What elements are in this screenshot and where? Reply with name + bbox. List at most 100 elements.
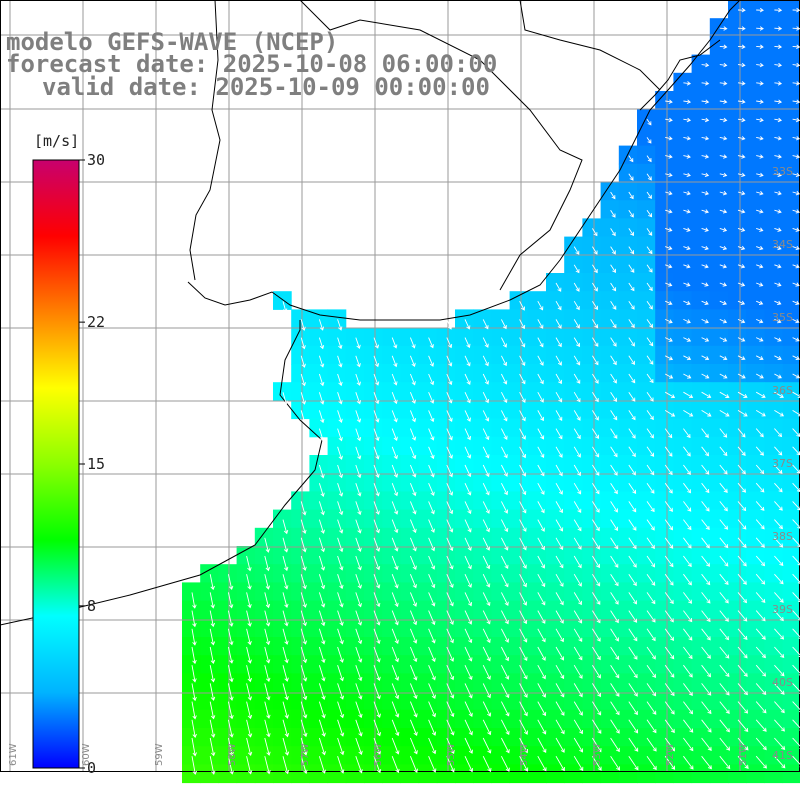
wind-arrow [719, 209, 728, 214]
speed-cell [746, 618, 765, 638]
wind-arrow [701, 81, 710, 86]
lon-label: 53W [592, 743, 603, 766]
lon-label: 56W [373, 743, 384, 766]
wind-arrow [227, 610, 234, 627]
speed-cell [436, 582, 456, 602]
speed-cell [709, 109, 729, 128]
speed-cell [473, 418, 492, 438]
wind-arrow [500, 646, 510, 662]
speed-cell [345, 673, 365, 693]
speed-cell [491, 746, 511, 765]
wind-arrow [300, 592, 307, 608]
wind-arrow [737, 683, 748, 696]
wind-arrow [756, 209, 764, 214]
speed-cell [655, 655, 674, 674]
wind-arrow [318, 319, 325, 331]
wind-arrow [592, 282, 598, 292]
speed-cell [273, 582, 292, 602]
speed-cell [764, 473, 784, 492]
wind-arrow [756, 7, 764, 13]
speed-cell [691, 564, 711, 583]
speed-cell [218, 582, 238, 602]
speed-cell [728, 236, 747, 256]
coastline-path [639, 39, 721, 111]
wind-arrow [537, 482, 545, 495]
speed-cell [400, 345, 420, 365]
speed-cell [564, 709, 583, 729]
speed-cell [782, 36, 800, 56]
wind-arrow [500, 683, 510, 699]
wind-arrow [555, 573, 564, 587]
wind-arrow [537, 319, 544, 329]
speed-cell [509, 509, 529, 529]
speed-cell [764, 345, 784, 365]
wind-arrow [191, 737, 197, 757]
wind-arrow [446, 355, 453, 367]
wind-arrow [665, 154, 673, 159]
speed-cell [327, 564, 347, 583]
wind-arrow [665, 227, 673, 232]
lon-label: 52W [665, 743, 676, 766]
wind-arrow [646, 701, 657, 715]
speed-cell [746, 182, 765, 201]
speed-cell [764, 564, 784, 583]
wind-arrow [391, 610, 399, 626]
wind-arrow [337, 719, 345, 737]
speed-cell [764, 637, 784, 656]
wind-arrow [500, 755, 510, 772]
wind-arrow [628, 737, 639, 752]
speed-cell [728, 54, 747, 74]
speed-cell [509, 709, 529, 729]
wind-arrow [446, 574, 454, 589]
speed-cell [400, 436, 420, 456]
wind-arrow [774, 719, 785, 732]
speed-cell [527, 364, 547, 383]
wind-arrow [701, 300, 709, 305]
speed-cell [618, 145, 638, 165]
speed-cell [691, 273, 711, 292]
speed-cell [418, 491, 438, 511]
wind-arrow [573, 319, 580, 329]
speed-cell [273, 564, 292, 583]
speed-cell [327, 436, 347, 456]
speed-cell [764, 109, 784, 128]
speed-cell [673, 400, 693, 420]
speed-cell [582, 254, 602, 274]
speed-cell [273, 673, 292, 693]
wind-arrow [792, 300, 800, 305]
wind-arrow [592, 482, 600, 495]
wind-arrow [610, 737, 620, 753]
speed-cell [709, 564, 729, 583]
wind-arrow [409, 628, 418, 644]
speed-cell [782, 709, 800, 729]
speed-cell [382, 764, 401, 784]
speed-cell [218, 728, 238, 747]
wind-arrow [482, 428, 490, 441]
speed-cell [364, 728, 383, 747]
speed-cell [291, 618, 310, 638]
wind-arrow [318, 428, 325, 442]
speed-cell [273, 764, 292, 784]
wind-arrow [482, 555, 491, 570]
speed-cell [655, 546, 674, 565]
speed-cell [382, 418, 401, 438]
wind-arrow [719, 318, 728, 324]
wind-arrow [610, 446, 618, 458]
speed-cell [764, 145, 784, 165]
wind-arrow [446, 646, 455, 662]
speed-cell [491, 436, 511, 456]
speed-cell [400, 509, 420, 529]
speed-cell [527, 618, 547, 638]
speed-cell [309, 382, 329, 401]
wind-arrow [701, 719, 712, 733]
wind-arrow [227, 719, 234, 738]
wind-arrow [610, 282, 617, 292]
speed-cell [418, 546, 438, 565]
wind-arrow [701, 737, 712, 751]
wind-arrow [537, 464, 545, 477]
wind-arrow [573, 355, 581, 366]
wind-arrow [774, 264, 782, 269]
wind-arrow [355, 574, 362, 589]
wind-arrow [318, 519, 325, 534]
speed-cell [637, 491, 656, 511]
